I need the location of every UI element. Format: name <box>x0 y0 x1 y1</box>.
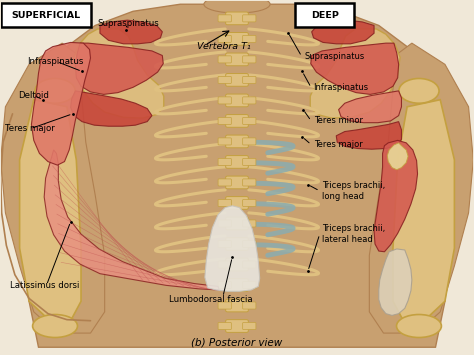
FancyBboxPatch shape <box>226 258 248 271</box>
FancyBboxPatch shape <box>226 33 248 45</box>
FancyBboxPatch shape <box>218 240 231 247</box>
Text: Infraspinatus: Infraspinatus <box>27 57 83 66</box>
Polygon shape <box>311 43 399 94</box>
Polygon shape <box>374 140 418 252</box>
Text: Latissimus dorsi: Latissimus dorsi <box>10 281 80 290</box>
Polygon shape <box>338 91 401 123</box>
FancyBboxPatch shape <box>0 3 91 27</box>
FancyBboxPatch shape <box>226 12 248 25</box>
Text: DEEP: DEEP <box>311 11 339 20</box>
FancyBboxPatch shape <box>226 237 248 250</box>
FancyBboxPatch shape <box>226 115 248 127</box>
Polygon shape <box>24 4 450 347</box>
Text: Triceps brachii,
lateral head: Triceps brachii, lateral head <box>322 224 385 244</box>
FancyBboxPatch shape <box>243 138 256 145</box>
Polygon shape <box>310 29 400 118</box>
FancyBboxPatch shape <box>218 322 231 329</box>
FancyBboxPatch shape <box>295 3 354 27</box>
Polygon shape <box>379 249 412 315</box>
FancyBboxPatch shape <box>243 200 256 207</box>
Polygon shape <box>71 91 152 126</box>
Polygon shape <box>44 150 219 290</box>
FancyBboxPatch shape <box>218 220 231 227</box>
Text: Supraspinatus: Supraspinatus <box>98 19 159 28</box>
FancyBboxPatch shape <box>226 217 248 230</box>
Polygon shape <box>336 122 401 149</box>
Polygon shape <box>74 29 164 118</box>
Text: Vertebra T₁: Vertebra T₁ <box>197 42 250 51</box>
FancyBboxPatch shape <box>218 302 231 309</box>
FancyBboxPatch shape <box>243 240 256 247</box>
Polygon shape <box>369 43 474 333</box>
FancyBboxPatch shape <box>218 200 231 207</box>
Polygon shape <box>393 100 455 319</box>
FancyBboxPatch shape <box>226 279 248 291</box>
FancyBboxPatch shape <box>226 53 248 66</box>
FancyBboxPatch shape <box>243 261 256 268</box>
FancyBboxPatch shape <box>226 73 248 86</box>
Polygon shape <box>31 42 91 165</box>
FancyBboxPatch shape <box>218 118 231 125</box>
Text: Infraspinatus: Infraspinatus <box>314 83 369 92</box>
Text: (b) Posterior view: (b) Posterior view <box>191 337 283 347</box>
FancyBboxPatch shape <box>218 15 231 22</box>
Ellipse shape <box>33 315 77 338</box>
FancyBboxPatch shape <box>243 302 256 309</box>
Polygon shape <box>19 100 81 319</box>
Text: SUPERFICIAL: SUPERFICIAL <box>11 11 81 20</box>
Ellipse shape <box>397 315 441 338</box>
Text: Triceps brachii,
long head: Triceps brachii, long head <box>322 181 385 201</box>
Ellipse shape <box>204 0 270 13</box>
Text: Teres minor: Teres minor <box>314 116 363 125</box>
FancyBboxPatch shape <box>226 197 248 209</box>
FancyBboxPatch shape <box>226 320 248 332</box>
FancyBboxPatch shape <box>243 118 256 125</box>
FancyBboxPatch shape <box>243 15 256 22</box>
Polygon shape <box>100 20 162 44</box>
FancyBboxPatch shape <box>226 135 248 148</box>
Text: Deltoid: Deltoid <box>18 91 48 100</box>
FancyBboxPatch shape <box>218 261 231 268</box>
FancyBboxPatch shape <box>218 179 231 186</box>
FancyBboxPatch shape <box>218 76 231 83</box>
FancyBboxPatch shape <box>243 76 256 83</box>
FancyBboxPatch shape <box>243 97 256 104</box>
Polygon shape <box>0 43 105 333</box>
FancyBboxPatch shape <box>218 56 231 63</box>
Text: Teres major: Teres major <box>5 124 55 133</box>
Ellipse shape <box>399 78 439 103</box>
FancyBboxPatch shape <box>218 282 231 289</box>
FancyBboxPatch shape <box>243 158 256 165</box>
Text: Lumbodorsal fascia: Lumbodorsal fascia <box>169 295 253 304</box>
FancyBboxPatch shape <box>218 158 231 165</box>
FancyBboxPatch shape <box>218 138 231 145</box>
Polygon shape <box>387 143 408 170</box>
FancyBboxPatch shape <box>226 94 248 107</box>
FancyBboxPatch shape <box>243 282 256 289</box>
FancyBboxPatch shape <box>218 36 231 42</box>
Text: Teres major: Teres major <box>314 140 362 149</box>
FancyBboxPatch shape <box>243 220 256 227</box>
FancyBboxPatch shape <box>226 299 248 312</box>
FancyBboxPatch shape <box>243 179 256 186</box>
FancyBboxPatch shape <box>243 322 256 329</box>
Polygon shape <box>75 43 163 94</box>
FancyBboxPatch shape <box>243 36 256 42</box>
Text: Supraspinatus: Supraspinatus <box>304 52 365 61</box>
Polygon shape <box>205 206 260 291</box>
FancyBboxPatch shape <box>226 155 248 168</box>
Polygon shape <box>312 20 374 44</box>
FancyBboxPatch shape <box>226 176 248 189</box>
FancyBboxPatch shape <box>243 56 256 63</box>
FancyBboxPatch shape <box>218 97 231 104</box>
Ellipse shape <box>35 78 75 103</box>
